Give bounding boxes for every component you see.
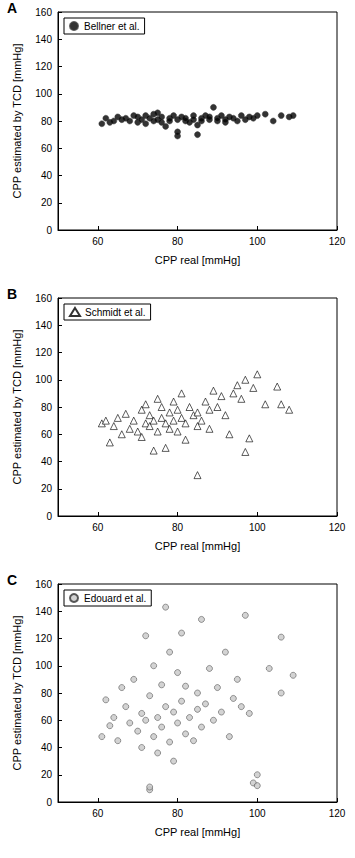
svg-text:80: 80 [172,236,184,247]
svg-text:40: 40 [41,456,53,467]
svg-text:160: 160 [35,579,52,590]
svg-text:C: C [7,572,17,588]
svg-text:B: B [7,286,17,302]
svg-text:40: 40 [41,170,53,181]
svg-text:CPP estimated by TCD [mmHg]: CPP estimated by TCD [mmHg] [11,44,23,199]
svg-text:CPP estimated by TCD [mmHg]: CPP estimated by TCD [mmHg] [11,330,23,485]
svg-text:20: 20 [41,483,53,494]
svg-text:120: 120 [35,347,52,358]
svg-text:160: 160 [35,7,52,18]
svg-text:CPP real [mmHg]: CPP real [mmHg] [155,254,240,266]
svg-text:20: 20 [41,769,53,780]
svg-text:120: 120 [35,633,52,644]
svg-text:80: 80 [172,808,184,819]
svg-text:60: 60 [41,429,53,440]
svg-text:80: 80 [172,522,184,533]
svg-text:60: 60 [92,808,104,819]
svg-text:0: 0 [46,511,52,522]
svg-text:A: A [7,0,17,16]
svg-text:100: 100 [35,374,52,385]
svg-text:20: 20 [41,197,53,208]
svg-text:CPP estimated by TCD [mmHg]: CPP estimated by TCD [mmHg] [11,616,23,771]
svg-text:140: 140 [35,34,52,45]
svg-text:100: 100 [249,808,266,819]
svg-text:120: 120 [329,236,346,247]
svg-text:120: 120 [329,808,346,819]
svg-text:80: 80 [41,116,53,127]
svg-text:100: 100 [249,236,266,247]
svg-text:100: 100 [249,522,266,533]
svg-text:40: 40 [41,742,53,753]
svg-text:120: 120 [35,61,52,72]
svg-text:Edouard et al.: Edouard et al. [84,593,146,604]
svg-text:100: 100 [35,660,52,671]
svg-text:80: 80 [41,688,53,699]
svg-text:0: 0 [46,225,52,236]
svg-text:CPP real [mmHg]: CPP real [mmHg] [155,540,240,552]
svg-text:Schmidt et al.: Schmidt et al. [85,307,146,318]
svg-text:Bellner et al.: Bellner et al. [84,21,140,32]
svg-text:60: 60 [92,522,104,533]
svg-text:60: 60 [92,236,104,247]
svg-text:140: 140 [35,320,52,331]
svg-text:140: 140 [35,606,52,617]
svg-text:CPP real [mmHg]: CPP real [mmHg] [155,826,240,838]
svg-text:60: 60 [41,143,53,154]
svg-text:0: 0 [46,797,52,808]
svg-text:120: 120 [329,522,346,533]
svg-text:80: 80 [41,402,53,413]
svg-text:60: 60 [41,715,53,726]
svg-text:100: 100 [35,88,52,99]
svg-text:160: 160 [35,293,52,304]
